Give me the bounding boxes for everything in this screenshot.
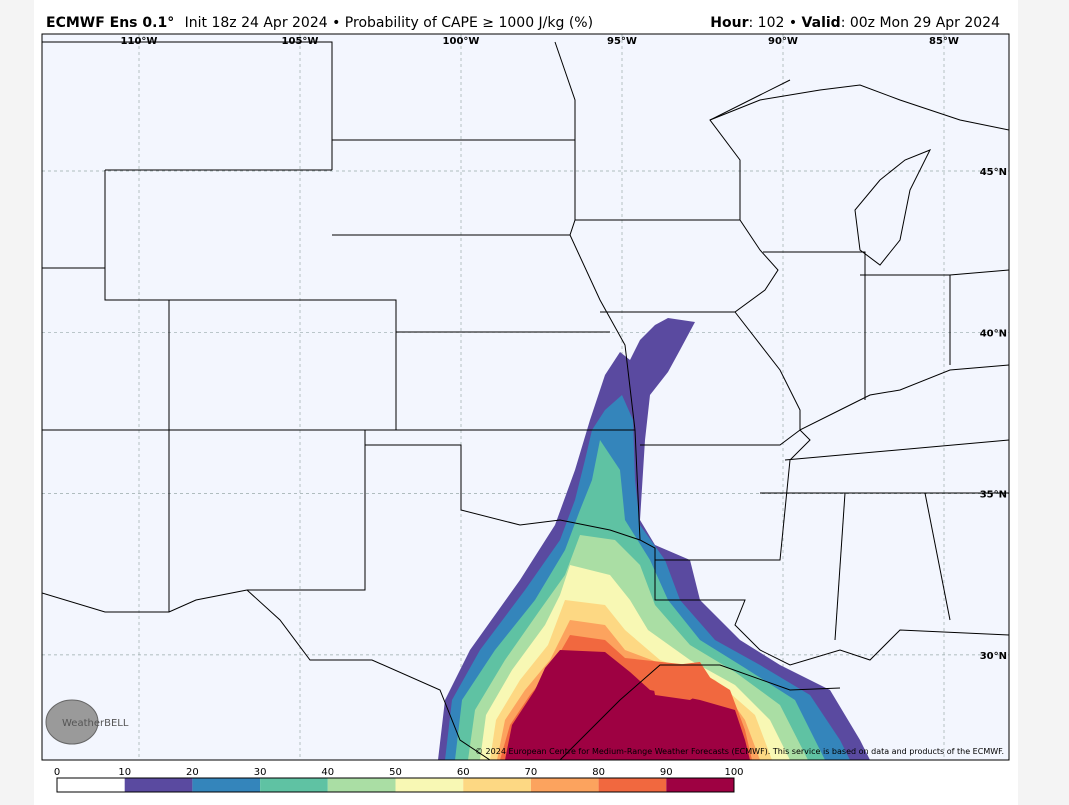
- colorbar-segment: [598, 778, 667, 792]
- colorbar-tick-label: 100: [724, 767, 743, 778]
- colorbar-tick-label: 70: [525, 767, 538, 778]
- colorbar-tick-label: 30: [254, 767, 267, 778]
- colorbar-tick-label: 0: [54, 767, 60, 778]
- valid-time: Hour: 102 • Valid: 00z Mon 29 Apr 2024: [710, 15, 1000, 31]
- valid-value: : 00z Mon 29 Apr 2024: [841, 15, 1000, 31]
- margin: [0, 0, 34, 805]
- boundaries: [42, 41, 1009, 760]
- colorbar-segment: [463, 778, 531, 792]
- title: ECMWF Ens 0.1° Init 18z 24 Apr 2024 • Pr…: [46, 15, 593, 31]
- colorbar-segment: [260, 778, 328, 792]
- colorbar-segment: [192, 778, 261, 792]
- longitude-label: 95°W: [607, 36, 637, 47]
- longitude-label: 110°W: [121, 36, 158, 47]
- coordinate-labels: 110°W 105°W 100°W 95°W 90°W 85°W 45°N 40°N 35°N 3…: [121, 36, 1007, 662]
- colorbar-tick-label: 60: [457, 767, 470, 778]
- latitude-label: 40°N: [980, 328, 1007, 339]
- probability-field: [438, 318, 870, 760]
- colorbar-segment: [395, 778, 464, 792]
- valid-label: Valid: [802, 15, 841, 31]
- colorbar-tick-label: 20: [186, 767, 199, 778]
- colorbar-segment: [57, 778, 125, 792]
- latitude-label: 35°N: [980, 490, 1007, 501]
- longitude-label: 105°W: [282, 36, 319, 47]
- model-name: ECMWF Ens 0.1°: [46, 15, 174, 31]
- colorbar: 0 10 20 30 40 50 60 70 80 90 100: [54, 767, 744, 793]
- colorbar-tick-label: 90: [660, 767, 673, 778]
- latitude-label: 45°N: [980, 167, 1007, 178]
- longitude-label: 100°W: [443, 36, 480, 47]
- hour-value: : 102 •: [749, 15, 802, 31]
- colorbar-tick-label: 40: [321, 767, 334, 778]
- margin: [1018, 0, 1069, 805]
- hour-label: Hour: [710, 15, 748, 31]
- colorbar-segment: [530, 778, 599, 792]
- copyright: © 2024 European Centre for Medium-Range …: [475, 747, 1004, 756]
- colorbar-segment: [666, 778, 734, 792]
- colorbar-segment: [327, 778, 396, 792]
- colorbar-tick-label: 80: [592, 767, 605, 778]
- longitude-label: 90°W: [768, 36, 798, 47]
- latitude-label: 30°N: [980, 651, 1007, 662]
- colorbar-tick-label: 10: [118, 767, 131, 778]
- description: Init 18z 24 Apr 2024 • Probability of CA…: [185, 15, 593, 31]
- colorbar-tick-label: 50: [389, 767, 402, 778]
- colorbar-frame: [56, 777, 735, 793]
- logo-text: WeatherBELL: [62, 718, 129, 729]
- logo: WeatherBELL: [45, 699, 129, 745]
- colorbar-segment: [124, 778, 193, 792]
- longitude-label: 85°W: [929, 36, 959, 47]
- map-frame: [41, 33, 1010, 761]
- map: WeatherBELL © 2024 European Centre for M…: [42, 34, 1009, 760]
